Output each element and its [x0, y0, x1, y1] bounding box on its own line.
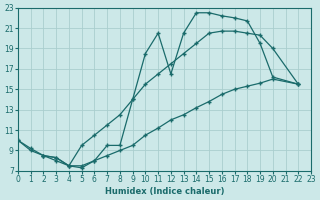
X-axis label: Humidex (Indice chaleur): Humidex (Indice chaleur): [105, 187, 224, 196]
